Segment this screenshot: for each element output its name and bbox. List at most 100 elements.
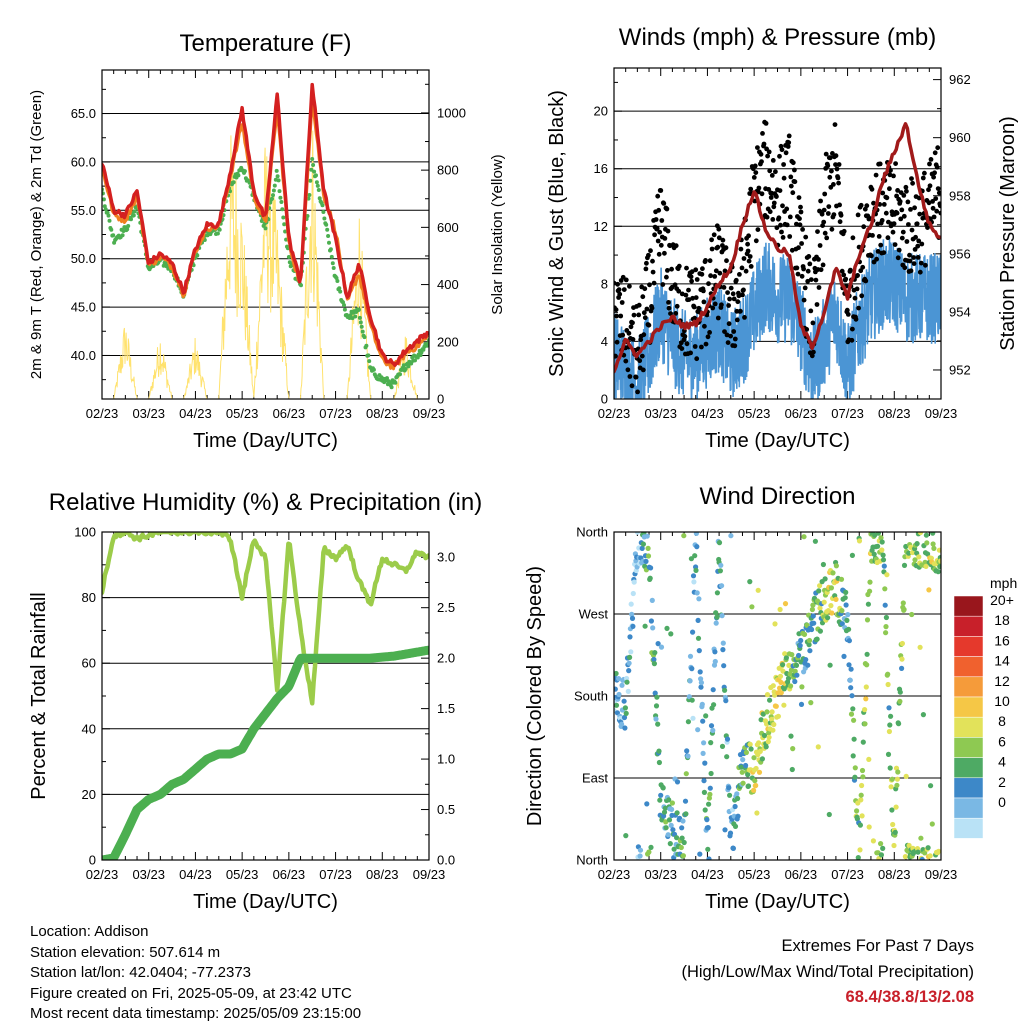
winds-x-tick-label: 07/23 [831,406,864,421]
gust-point [770,217,776,222]
gust-point [797,222,803,228]
gust-point [674,303,680,309]
dewpoint-point [337,286,342,291]
gust-point [691,304,697,310]
direction-point [875,543,881,549]
direction-point [841,653,847,660]
winds-x-tick-label: 08/23 [878,406,911,421]
gust-point [910,180,915,186]
direction-point [656,748,662,754]
pressure-line [614,122,941,374]
direction-plot-frame [613,531,942,861]
direction-point [801,631,808,638]
humidity-title: Relative Humidity (%) & Precipitation (i… [49,489,482,516]
direction-point [935,569,941,575]
direction-x-tick-label: 04/23 [691,867,724,882]
direction-point [770,727,776,733]
gust-point [631,312,637,318]
direction-point [719,583,725,589]
gust-point [801,297,807,303]
direction-x-tick-label: 09/23 [925,867,958,882]
gust-point [668,311,673,316]
direction-point [900,600,906,606]
gust-point [792,179,798,185]
colorbar-swatch [953,656,984,678]
direction-point [764,692,771,698]
gust-point [661,201,667,206]
direction-point [639,545,645,552]
gust-point [934,164,940,170]
direction-point [649,597,655,604]
gust-point [836,180,841,186]
direction-point [719,743,726,750]
gust-point [669,266,674,272]
gust-point [891,221,897,227]
gust-point [635,389,640,395]
gust-point [638,337,644,343]
gust-point [863,278,869,284]
direction-point [630,590,636,597]
gust-point [759,191,765,197]
dewpoint-point [421,347,426,352]
gust-point [855,273,860,278]
winds-x-tick-label: 06/23 [785,406,818,421]
direction-point [723,698,729,704]
direction-point [883,614,890,621]
gust-point [779,147,785,153]
direction-point [826,811,832,818]
winds-y2-tick-label: 956 [949,246,971,261]
direction-point [614,702,620,708]
direction-point [698,684,704,690]
direction-point [657,797,663,803]
direction-point [707,791,713,798]
direction-point [701,740,707,746]
direction-point [642,623,648,629]
temperature-x-tick-label: 05/23 [226,406,259,421]
direction-point [616,691,622,698]
direction-point [708,723,715,729]
direction-point [695,727,701,733]
temperature-y2-tick-label: 0 [437,392,444,407]
direction-point [852,765,858,771]
gust-point [883,210,889,216]
gust-point [651,280,657,286]
gust-point [892,242,898,248]
dewpoint-point [270,196,274,201]
gust-point [732,343,738,349]
dewpoint-point [111,233,116,238]
winds-panel: 02/23 03/23 04/23 05/23 06/23 07/23 08/23 09/23… [546,24,1019,452]
gust-point [726,321,732,327]
direction-point [697,669,703,675]
gust-point [619,300,625,305]
dewpoint-point [106,213,111,218]
gust-point [897,199,903,204]
temperature-y-tick-label: 65.0 [71,106,96,121]
gust-point [926,187,931,193]
gust-point [755,227,761,233]
direction-point [859,813,865,819]
gust-point [800,227,805,232]
direction-point [648,565,654,571]
temperature-y-tick-label: 50.0 [71,251,96,266]
colorbar-title: mph [990,575,1017,591]
direction-point [854,808,860,814]
direction-point [889,807,895,813]
direction-point [891,842,897,849]
gust-point [742,315,747,320]
gust-point [831,212,837,218]
gust-point [630,337,636,342]
gust-point [688,350,693,356]
gust-point [664,274,669,280]
direction-point [897,689,903,695]
gust-point [820,262,826,268]
gust-point [837,202,842,208]
dewpoint-point [409,361,414,366]
direction-point [822,576,828,582]
direction-point [699,701,705,707]
direction-point [936,848,941,854]
direction-point [851,717,857,723]
winds-x-tick-label: 09/23 [925,406,958,421]
gust-point [655,193,661,199]
direction-point [899,665,905,672]
direction-point [884,572,890,578]
